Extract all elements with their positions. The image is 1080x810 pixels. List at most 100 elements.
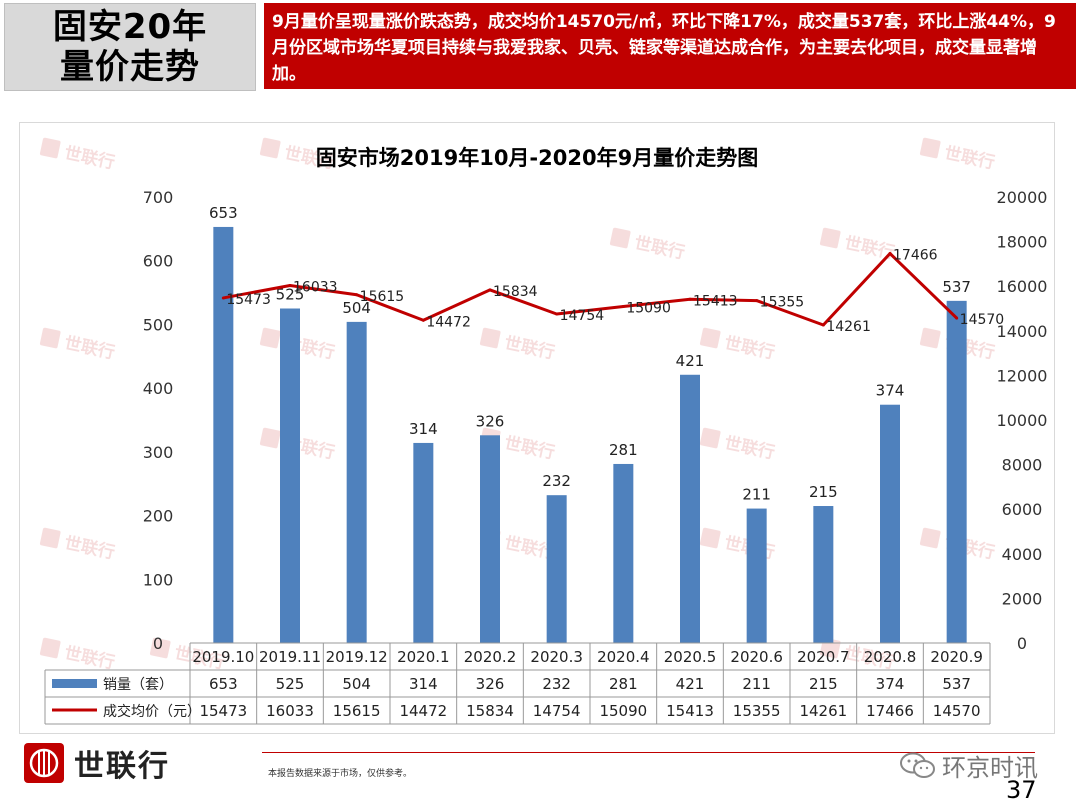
right-axis-tick: 10000 [997, 411, 1048, 430]
wechat-icon [900, 752, 935, 778]
brand-logo: 世联行 [24, 741, 170, 785]
left-axis-tick: 600 [143, 252, 174, 271]
right-axis-tick: 6000 [1002, 500, 1043, 519]
table-cell-volume: 314 [409, 675, 438, 693]
watermark-logo-icon [919, 137, 941, 159]
chart-title: 固安市场2019年10月-2020年9月量价走势图 [316, 146, 758, 170]
bar-value-label: 211 [742, 486, 771, 504]
table-cell-volume: 281 [609, 675, 638, 693]
right-axis-tick: 14000 [997, 322, 1048, 341]
x-category-label: 2020.5 [664, 648, 717, 666]
watermark-2: 世联行 [609, 227, 687, 263]
bar-2020.1 [413, 442, 434, 643]
watermark-logo-icon [699, 327, 721, 349]
watermark-logo-icon [699, 427, 721, 449]
table-cell-volume: 374 [876, 675, 905, 693]
table-cell-price: 15615 [333, 702, 381, 720]
price-volume-chart: 世联行 世联行世联行 世联行世联行世联行 世联行 世联行 世联行 世联行世联行世联行 世联行世… [39, 137, 1048, 725]
bar-2020.5 [680, 374, 700, 643]
right-axis-tick: 20000 [997, 188, 1048, 207]
watermark-logo-icon [919, 327, 941, 349]
watermark-text: 世联行 [62, 642, 116, 673]
table-cell-price: 14570 [933, 702, 981, 720]
bar-2020.7 [813, 506, 834, 643]
price-point-2020.2 [488, 288, 492, 292]
table-cell-price: 15090 [599, 702, 647, 720]
watermark-logo-icon [259, 137, 281, 159]
table-cell-price: 17466 [866, 702, 914, 720]
watermark-text: 世联行 [62, 142, 116, 173]
bar-value-label: 421 [676, 352, 705, 370]
table-cell-price: 16033 [266, 702, 314, 720]
watermark-logo-icon [259, 327, 281, 349]
left-axis-tick: 500 [143, 315, 174, 334]
bar-2020.8 [880, 404, 900, 643]
right-axis-tick: 2000 [1002, 589, 1043, 608]
price-value-label: 14570 [960, 312, 1005, 328]
table-cell-volume: 504 [342, 675, 371, 693]
price-value-label: 14261 [826, 319, 871, 335]
x-category-label: 2020.3 [530, 648, 583, 666]
watermark-0: 世联行 [39, 137, 117, 173]
bar-value-label: 504 [342, 299, 371, 317]
watermark-8: 世联行 [699, 327, 777, 363]
left-axis-tick: 300 [143, 443, 174, 462]
x-category-label: 2020.4 [597, 648, 650, 666]
table-cell-price: 15355 [733, 702, 781, 720]
x-category-label: 2019.11 [259, 648, 321, 666]
price-value-label: 17466 [893, 248, 938, 264]
table-cell-price: 15413 [666, 702, 714, 720]
wechat-account-name: 环京时讯 [942, 754, 1038, 782]
bar-value-label: 374 [876, 382, 905, 400]
watermark-text: 世联行 [722, 432, 776, 463]
chart-frame: 世联行 世联行 世联行 世联行 世联行 世联行 世联行 世联行 世联行 世联行 世联行 世联行 世联行世… [19, 122, 1055, 734]
legend-label-volume: 销量（套） [103, 677, 173, 693]
brand-mark-icon [24, 743, 64, 783]
price-point-2020.6 [755, 299, 759, 303]
slide-title-box: 固安20年 量价走势 [4, 3, 256, 91]
watermark-4: 世联行 [919, 137, 997, 173]
right-axis-tick: 18000 [997, 233, 1048, 252]
watermark-logo-icon [39, 527, 61, 549]
table-cell-volume: 525 [276, 675, 305, 693]
price-point-2020.9 [955, 316, 959, 320]
watermark-text: 世联行 [632, 232, 686, 263]
bar-2020.2 [480, 435, 500, 643]
x-category-label: 2020.2 [464, 648, 517, 666]
table-cell-volume: 232 [542, 675, 571, 693]
watermark-logo-icon [919, 527, 941, 549]
x-category-label: 2020.6 [730, 648, 783, 666]
table-cell-price: 15834 [466, 702, 514, 720]
slide-title-line2: 量价走势 [60, 47, 200, 87]
bar-value-label: 232 [542, 472, 571, 490]
left-axis-tick: 400 [143, 379, 174, 398]
table-cell-volume: 211 [742, 675, 771, 693]
price-point-2020.5 [688, 297, 692, 301]
x-category-label: 2019.12 [326, 648, 388, 666]
watermark-text: 世联行 [842, 232, 896, 263]
table-cell-price: 15473 [199, 702, 247, 720]
right-axis-tick: 0 [1017, 634, 1027, 653]
table-cell-volume: 326 [476, 675, 505, 693]
price-point-2020.1 [421, 318, 425, 322]
table-cell-price: 14472 [399, 702, 447, 720]
left-axis-tick: 0 [153, 634, 163, 653]
x-category-label: 2020.7 [797, 648, 850, 666]
price-point-2019.11 [288, 283, 292, 287]
left-axis-tick: 200 [143, 507, 174, 526]
bar-2019.12 [346, 321, 367, 643]
table-cell-volume: 215 [809, 675, 838, 693]
bar-value-label: 525 [276, 286, 305, 304]
left-axis-tick: 100 [143, 570, 174, 589]
table-cell-volume: 653 [209, 675, 238, 693]
table-cell-volume: 537 [942, 675, 971, 693]
bar-value-label: 326 [476, 412, 505, 430]
legend-swatch-volume [52, 679, 97, 688]
brand-name: 世联行 [74, 749, 170, 784]
table-cell-volume: 421 [676, 675, 705, 693]
price-point-2020.7 [821, 323, 825, 327]
x-category-label: 2020.1 [397, 648, 450, 666]
footer-divider [262, 752, 1035, 753]
summary-text: 9月量价呈现量涨价跌态势，成交均价14570元/㎡，环比下降17%，成交量537… [264, 3, 1076, 89]
bar-value-label: 653 [209, 204, 238, 222]
